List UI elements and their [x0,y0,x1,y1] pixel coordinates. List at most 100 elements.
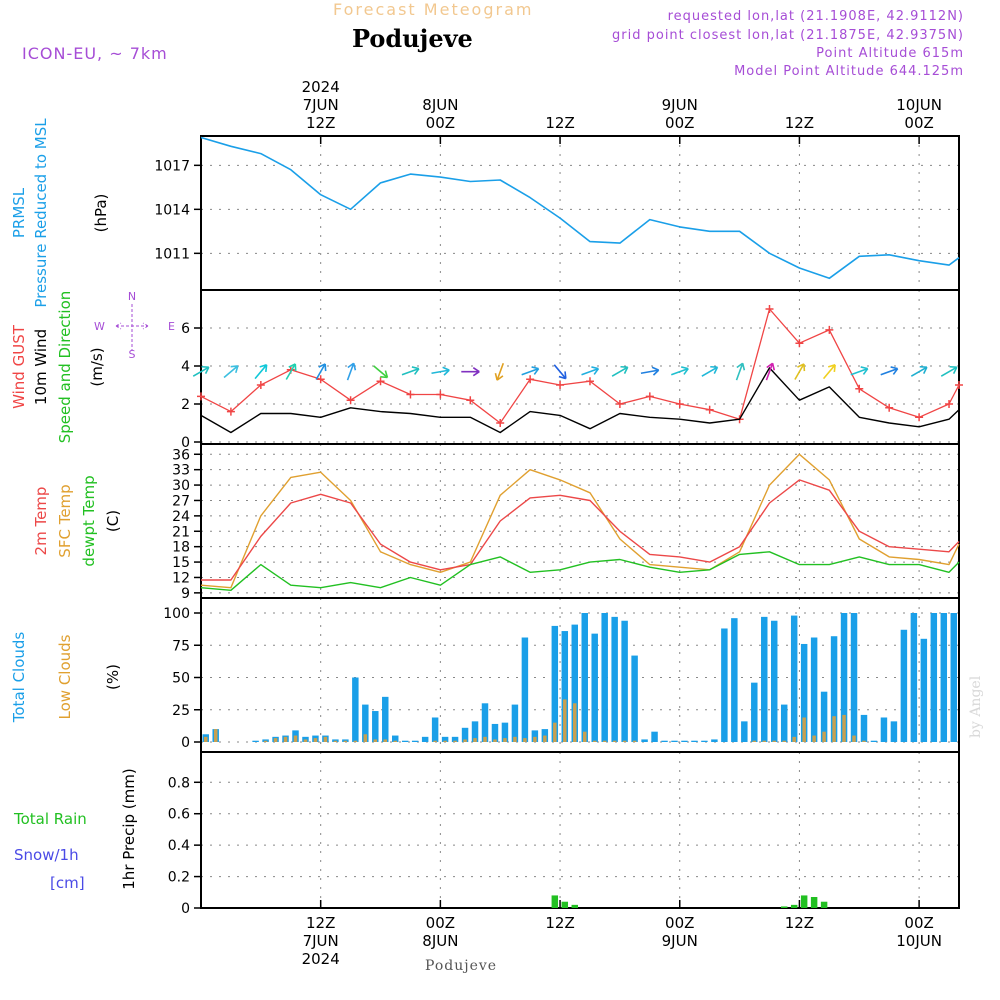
gust-marker [645,392,654,401]
low-cloud-bar [612,740,617,742]
wind-arrow-shaft [940,366,958,377]
precipitation-ytick-label: 0.4 [168,838,190,854]
low-cloud-bar [433,740,437,742]
precipitation-ytick-label: 0 [181,901,190,917]
total-cloud-bar [441,736,449,742]
low-cloud-bar [543,735,547,742]
top-time-label: 12Z [306,114,335,132]
gust-marker [197,392,205,401]
low-cloud-bar [802,717,806,742]
wind-arrow-head [766,362,776,371]
total-cloud-bar [790,615,798,742]
low-cloud-bar [313,738,318,742]
wind-arrow-shaft [640,369,659,375]
total-cloud-bar [491,723,499,742]
cloud-side-label: Total Clouds [10,632,28,724]
wind-ytick-label: 6 [181,321,190,337]
total-cloud-bar [641,739,648,742]
wind-arrow-shaft [431,369,450,375]
wind-arrow-shaft [521,367,539,376]
total-cloud-bar [870,740,878,742]
wind-direction-arrow [701,365,719,377]
cloud-side-label: Low Clouds [56,634,74,719]
wind-arrow-head [288,363,297,372]
total-cloud-bar [800,643,808,742]
wind-arrow-head [494,372,504,381]
total-cloud-bar [771,620,778,742]
wind-arrow-shaft [794,363,805,380]
wind-direction-arrow [850,366,869,376]
low-cloud-bar [503,738,507,742]
gust-marker [705,405,714,414]
compass-north: N [128,290,136,303]
low-cloud-bar [393,740,397,742]
low-cloud-bar [363,734,368,742]
wind-arrow-shaft [822,364,836,380]
total-cloud-bar [810,637,818,742]
low-cloud-bar [443,740,447,742]
wind-arrow-shaft [315,363,326,380]
total-cloud-bar [481,703,489,742]
wind-direction-arrow [880,366,899,376]
wind-arrow-head [411,366,420,375]
total-cloud-bar [392,735,399,742]
temperature-series-2m-temp [201,479,960,581]
wind-direction-arrow [461,367,480,377]
wind-arrow-shaft [346,362,355,381]
station-title: Podujeve [352,24,473,53]
total-cloud-bar [830,636,838,742]
gust-marker [885,403,894,412]
low-cloud-bar [323,736,328,742]
temperature-series-sfc-temp [200,453,960,589]
top-time-label: 12Z [785,114,814,132]
wind-arrow-shaft [223,365,239,379]
wind-ytick-label: 4 [181,359,190,375]
top-time-label: 00Z [426,114,455,132]
chart-title: Forecast Meteogram [333,0,534,19]
wind-direction-arrow [346,362,357,381]
bottom-time-label: 9JUN [662,932,698,950]
compass-rose-icon [115,304,149,350]
bottom-time-label: 12Z [545,914,574,932]
total-cloud-bar [451,736,459,742]
temp-side-label: SFC Temp [56,484,74,557]
low-cloud-bar [453,740,457,742]
grid-point-coords: grid point closest lon,lat (21.1875E, 42… [612,28,964,43]
total-cloud-bar [631,655,638,742]
gust-marker [316,375,325,384]
low-cloud-bar [842,714,846,742]
temperature-ytick-label: 24 [172,509,190,525]
wind-arrow-shaft [611,366,629,377]
wind-frame [200,289,960,445]
total-cloud-bar [691,740,698,742]
wind-direction-arrow [822,364,836,380]
model-label: ICON-EU, ~ 7km [22,44,168,63]
wind-arrow-head [919,365,928,375]
total-cloud-bar [531,730,539,742]
gust-marker [466,396,475,405]
gust-marker [765,305,774,313]
precipitation-ytick-label: 0.2 [168,870,190,886]
pressure-side-label: Pressure Reduced to MSL [32,118,50,308]
compass-west: W [94,320,105,333]
pressure-ytick-label: 1014 [154,202,190,218]
wind-arrow-head [201,365,210,375]
low-cloud-bar [812,735,816,742]
wind-arrow-head [591,366,600,375]
total-cloud-bar [401,740,409,742]
total-cloud-bar [461,727,469,742]
total-cloud-bar [471,721,479,742]
total-cloud-bar [421,736,429,742]
wind-arrow-head [860,366,869,375]
gust-marker [526,375,535,384]
wind-direction-arrow [671,366,689,376]
gust-marker [256,381,265,389]
low-cloud-bar [263,740,268,742]
wind-arrow-head [531,366,540,375]
wind-arrow-shaft [880,367,898,376]
wind-arrow-shaft [285,363,296,380]
low-cloud-bar [832,716,836,742]
wind-direction-arrow [553,364,567,380]
total-cloud-bar [601,613,608,742]
wind-direction-arrow [640,366,660,376]
